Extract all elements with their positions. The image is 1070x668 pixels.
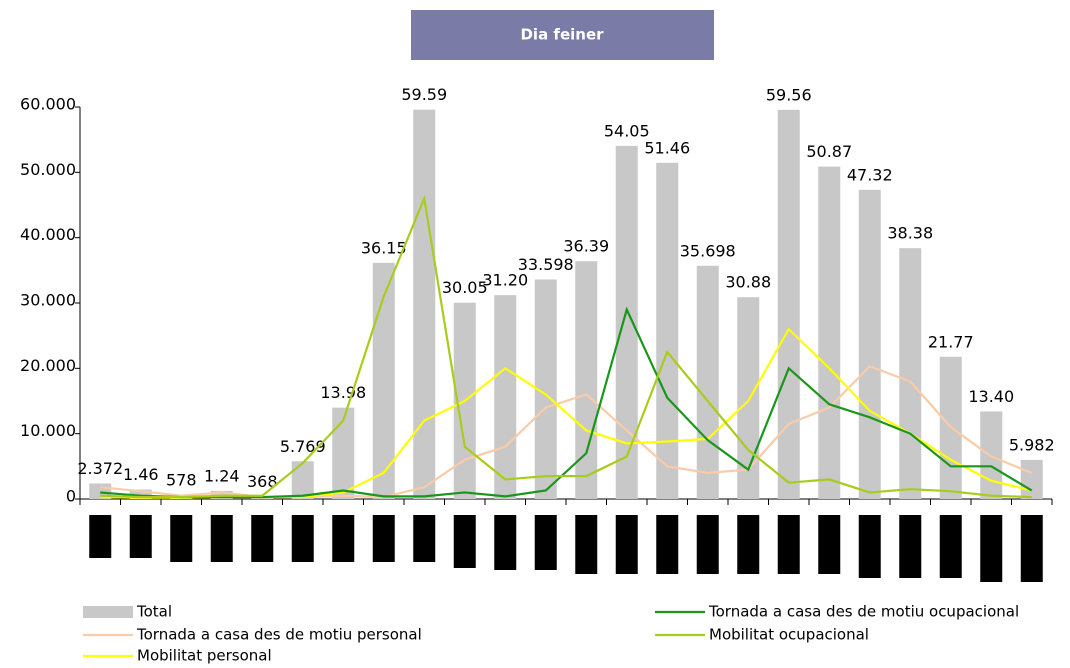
- x-label-block: [858, 515, 881, 578]
- bar: [899, 248, 922, 499]
- data-label: 1.46: [123, 465, 159, 484]
- x-label-block: [291, 515, 314, 562]
- bar: [413, 109, 436, 500]
- bar: [858, 189, 881, 499]
- bar: [656, 162, 679, 499]
- bar: [372, 262, 395, 499]
- x-label-block: [372, 515, 395, 562]
- data-label: 59.56: [766, 85, 812, 104]
- data-label: 578: [166, 471, 197, 490]
- y-tick-label: 40.000: [20, 225, 76, 244]
- data-label: 59.59: [401, 85, 447, 104]
- bar: [534, 279, 557, 499]
- data-label: 36.39: [563, 237, 609, 256]
- data-label: 54.05: [604, 121, 650, 140]
- legend-label: Tornada a casa des de motiu personal: [136, 626, 422, 644]
- x-label-block: [332, 515, 355, 562]
- data-label: 30.05: [442, 278, 488, 297]
- data-label: 51.46: [644, 138, 690, 157]
- y-tick-label: 30.000: [20, 291, 76, 310]
- data-label: 2.372: [77, 459, 123, 478]
- x-label-block: [170, 515, 193, 562]
- data-label: 1.24: [204, 466, 240, 485]
- data-label: 47.32: [847, 165, 893, 184]
- bar: [737, 297, 760, 499]
- x-label-block: [899, 515, 922, 578]
- data-label: 13.98: [320, 383, 366, 402]
- x-label-block: [210, 515, 233, 562]
- y-tick-label: 20.000: [20, 356, 76, 375]
- x-label-block: [251, 515, 274, 562]
- legend-label: Mobilitat ocupacional: [709, 626, 869, 644]
- legend-label: Tornada a casa des de motiu ocupacional: [708, 603, 1019, 621]
- bar: [777, 109, 800, 500]
- bar: [575, 261, 598, 499]
- bar: [615, 145, 638, 499]
- x-label-block: [980, 515, 1003, 582]
- bar: [291, 461, 314, 499]
- data-label: 30.88: [725, 273, 771, 292]
- legend-label: Mobilitat personal: [137, 647, 272, 665]
- data-label: 5.982: [1009, 435, 1055, 454]
- y-tick-label: 60.000: [20, 95, 76, 114]
- y-tick-label: 10.000: [20, 421, 76, 440]
- data-label: 50.87: [806, 142, 852, 161]
- data-label: 13.40: [968, 387, 1014, 406]
- x-label-block: [453, 515, 476, 568]
- x-label-block: [534, 515, 557, 570]
- x-label-block: [413, 515, 436, 562]
- bar: [332, 407, 355, 499]
- title-box: [411, 10, 714, 60]
- legend-swatch: [83, 606, 133, 618]
- x-label-block: [575, 515, 598, 574]
- data-label: 38.38: [887, 224, 933, 243]
- line: [100, 365, 1033, 499]
- legend-label: Total: [136, 603, 172, 621]
- x-label-block: [777, 515, 800, 574]
- line: [100, 194, 1032, 499]
- data-label: 31.20: [482, 271, 528, 290]
- bar: [1020, 459, 1043, 499]
- x-label-block: [737, 515, 760, 574]
- x-label-block: [89, 515, 112, 558]
- x-label-block: [129, 515, 152, 558]
- bar: [129, 489, 152, 499]
- x-label-block: [939, 515, 962, 578]
- data-label: 33.598: [518, 255, 574, 274]
- data-label: 368: [247, 472, 278, 491]
- chart-title: Dia feiner: [520, 26, 604, 44]
- x-label-block: [494, 515, 517, 570]
- bar: [494, 295, 517, 499]
- data-label: 21.77: [928, 332, 974, 351]
- data-label: 36.15: [361, 238, 407, 257]
- bar: [818, 166, 841, 500]
- x-label-block: [615, 515, 638, 574]
- y-tick-label: 50.000: [20, 160, 76, 179]
- line: [100, 306, 1033, 499]
- x-label-block: [656, 515, 679, 574]
- data-label: 35.698: [680, 241, 736, 260]
- x-label-block: [1020, 515, 1043, 582]
- x-label-block: [818, 515, 841, 574]
- x-label-block: [696, 515, 719, 574]
- bar: [696, 265, 719, 499]
- y-tick-label: 0: [66, 487, 76, 506]
